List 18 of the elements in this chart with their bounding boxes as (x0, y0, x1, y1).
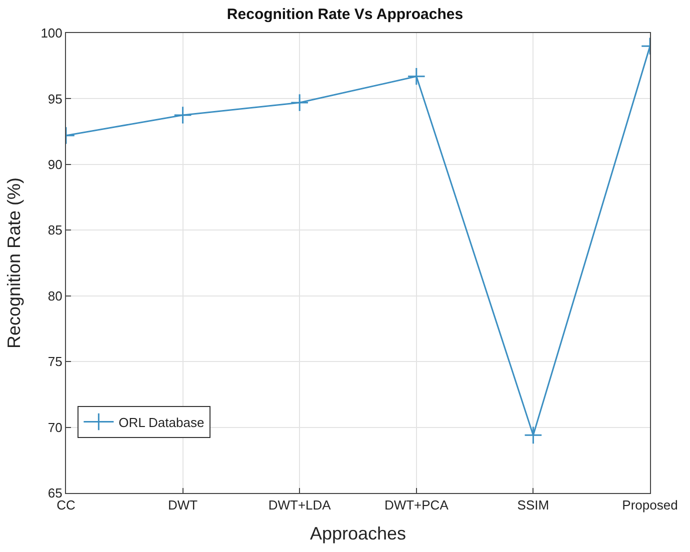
x-tick-label: SSIM (517, 498, 550, 513)
y-tick-label: 90 (48, 156, 62, 172)
point (407, 67, 426, 86)
y-tick-label: 75 (48, 354, 62, 370)
y-tick-label: 80 (48, 288, 62, 304)
x-tick-label: DWT+PCA (384, 498, 449, 513)
x-tick-label: DWT (168, 498, 198, 513)
x-tick-label: DWT+LDA (268, 498, 332, 513)
legend-label: ORL Database (118, 414, 204, 430)
point (290, 94, 309, 112)
y-tick-label: 70 (48, 420, 62, 435)
y-axis-title: Recognition Rate (%) (4, 177, 24, 349)
y-tick-label: 95 (48, 91, 62, 106)
x-tick-label: Proposed (622, 498, 678, 513)
x-axis-title: Approaches (310, 524, 406, 544)
y-tick-label: 85 (48, 222, 62, 238)
y-tick-label: 100 (40, 26, 62, 41)
chart-title: Recognition Rate Vs Approaches (226, 6, 464, 23)
